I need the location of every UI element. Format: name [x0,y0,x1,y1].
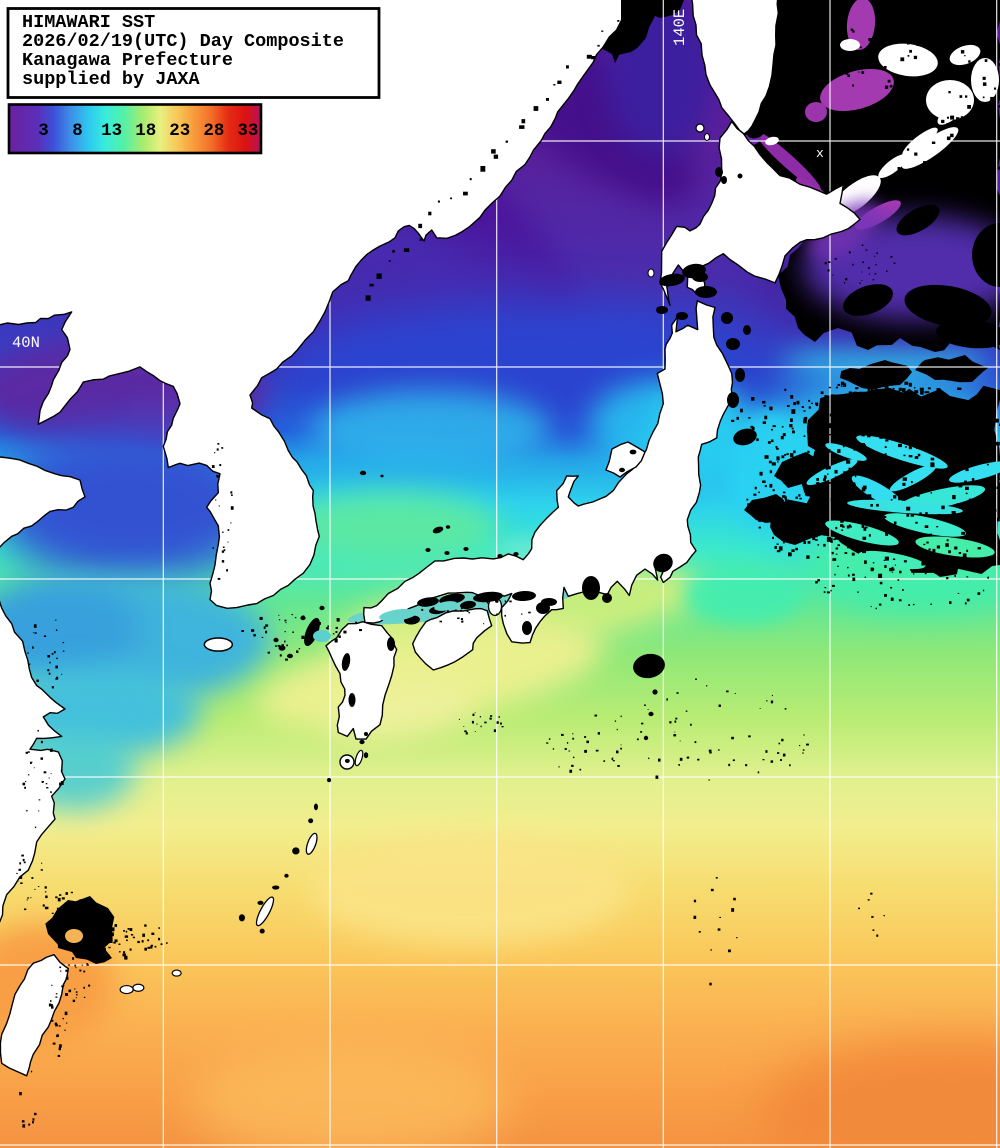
svg-text:33: 33 [237,121,258,141]
svg-text:8: 8 [72,121,83,141]
svg-text:30N: 30N [12,760,40,778]
svg-text:x: x [816,146,824,161]
svg-text:28: 28 [203,121,224,141]
svg-text:40N: 40N [12,334,40,352]
svg-text:140E: 140E [671,9,689,46]
svg-text:supplied by JAXA: supplied by JAXA [22,69,201,90]
svg-text:18: 18 [135,121,156,141]
svg-text:23: 23 [169,121,190,141]
svg-text:3: 3 [38,121,49,141]
svg-text:Kanagawa Prefecture: Kanagawa Prefecture [22,50,233,71]
svg-text:13: 13 [101,121,122,141]
svg-text:HIMAWARI SST: HIMAWARI SST [22,12,155,33]
svg-text:2026/02/19(UTC) Day Composite: 2026/02/19(UTC) Day Composite [22,31,344,52]
